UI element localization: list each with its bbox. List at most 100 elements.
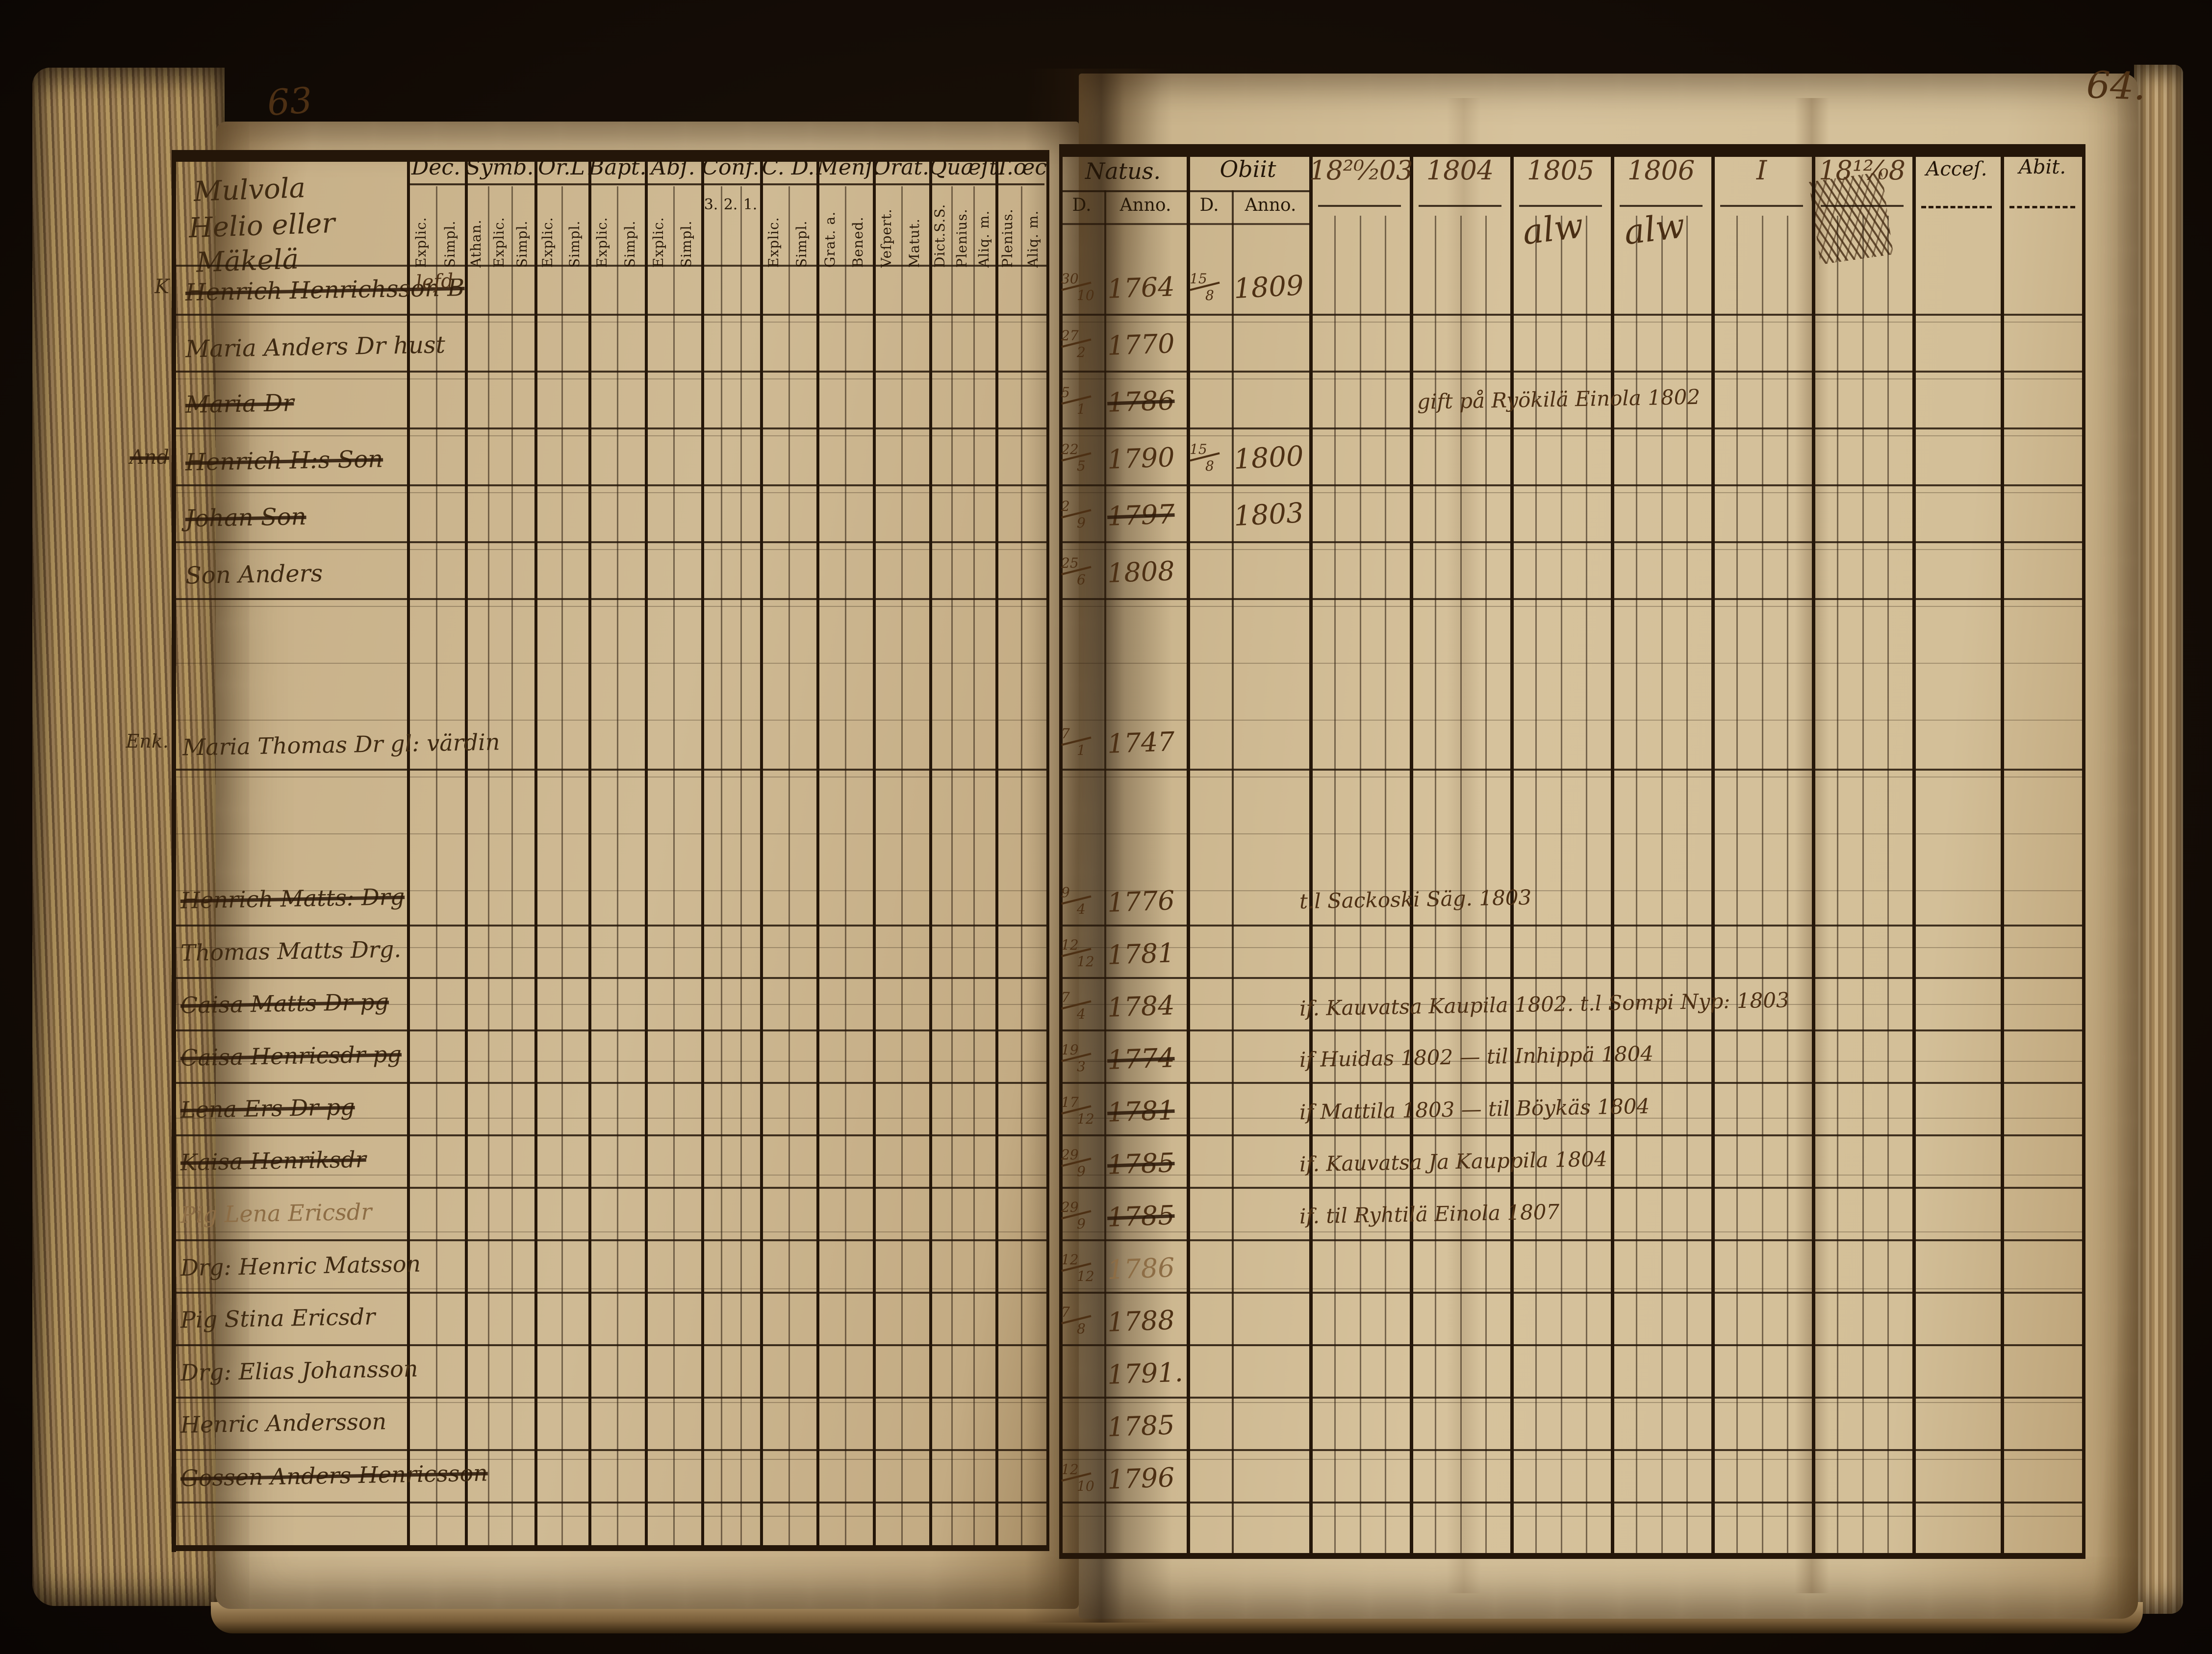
date-fraction-part: 8 — [1205, 287, 1214, 303]
subcolumn-line — [901, 186, 903, 1547]
hand-row-line — [1059, 925, 2082, 927]
hand-row-line — [173, 1292, 1046, 1294]
faint-row-line — [1059, 1516, 2082, 1517]
date-fraction-part: 9 — [1061, 884, 1070, 901]
date-fraction: 29 9 — [1060, 1199, 1104, 1235]
right-page-stack-edge — [2134, 65, 2183, 1614]
name-entry: Thomas Matts Drg. — [180, 936, 402, 966]
subcolumn-line — [973, 186, 975, 1547]
estate-title-line1: Mulvola — [193, 172, 306, 208]
date-fraction-part: 15 — [1190, 441, 1207, 457]
hand-row-line — [1059, 427, 2082, 429]
grid-vertical — [1104, 190, 1106, 1559]
left-table-left-border — [172, 150, 176, 1552]
date-fraction: 15 8 — [1189, 271, 1233, 307]
ink-scribble-text: alw — [1622, 205, 1687, 253]
natus-anno-label: Anno. — [1119, 195, 1171, 215]
date-fraction-part: 8 — [1205, 458, 1214, 474]
faint-row-line — [1059, 1004, 2082, 1005]
estate-title-line2: Helio eller — [188, 207, 336, 245]
column-header: Quæſt. — [929, 155, 1005, 180]
subcolumn-label: Athan. — [468, 219, 484, 268]
faint-row-line — [1059, 1118, 2082, 1119]
natus-year: 1785 — [1106, 1147, 1175, 1180]
natus-year: 1788 — [1106, 1304, 1175, 1338]
faint-row-line — [175, 947, 1046, 948]
faint-row-line — [175, 322, 1046, 323]
right-page — [1079, 74, 2138, 1619]
obiit-anno-label: Anno. — [1245, 195, 1297, 215]
column-header: Conf. — [702, 155, 760, 180]
subcolumn-line — [721, 186, 722, 1547]
subcolumn-line — [1334, 216, 1336, 1554]
hand-row-line — [1059, 1502, 2082, 1504]
acces-dash-rule — [1921, 206, 1992, 208]
date-fraction-part: 1 — [1077, 742, 1086, 758]
date-fraction-part: 29 — [1061, 1147, 1079, 1163]
natus-year: 1797 — [1106, 499, 1175, 532]
hand-row-line — [173, 1134, 1046, 1136]
natus-year: 1784 — [1106, 990, 1175, 1023]
year-column-header: 18¹²⁄₀8 — [1818, 155, 1906, 186]
book-spine-shadow — [1025, 69, 1172, 1623]
grid-vertical — [1510, 144, 1514, 1559]
name-entry: Pig Lena Ericsdr — [180, 1198, 372, 1228]
name-entry: Maria Thomas Dr gl: värdin — [182, 728, 500, 761]
date-fraction: 15 8 — [1189, 441, 1233, 477]
faint-row-line — [175, 492, 1046, 493]
subcolumn-label: 3. — [704, 196, 718, 213]
subcolumn-line — [1837, 216, 1838, 1554]
name-entry: Kaisa Henriksdr — [180, 1146, 367, 1176]
subcolumn-line — [673, 186, 675, 1547]
hand-row-line — [173, 1502, 1046, 1504]
faint-row-line — [1059, 890, 2082, 891]
name-entry: Gossen Anders Henricsson — [180, 1459, 488, 1492]
hand-row-line — [173, 925, 1046, 927]
column-border — [995, 150, 998, 1551]
migration-note: if. til Ryhtilä Einola 1807 — [1299, 1200, 1560, 1228]
faint-row-line — [1059, 1231, 2082, 1232]
subcolumn-label: Explic. — [650, 217, 666, 268]
hand-row-line — [173, 598, 1046, 600]
year-column-header: 1804 — [1426, 155, 1494, 186]
date-fraction: 17 12 — [1060, 1094, 1104, 1130]
margin-extra-note: lefd — [415, 270, 455, 294]
column-border — [407, 150, 410, 1551]
ink-scribble-text: alw — [1520, 205, 1586, 253]
hand-row-line — [1059, 1344, 2082, 1346]
subcolumn-label: Explic. — [594, 217, 610, 268]
date-fraction-part: 2 — [1077, 344, 1086, 360]
subcolumn-line — [845, 186, 846, 1547]
left-subheader-rule — [172, 265, 1046, 267]
date-fraction-part: 10 — [1077, 1478, 1094, 1494]
grid-vertical — [1912, 144, 1916, 1559]
date-fraction-part: 9 — [1077, 515, 1086, 531]
natus-year: 1781 — [1106, 937, 1175, 971]
column-border — [701, 150, 704, 1551]
faint-row-line — [1059, 492, 2082, 493]
subcolumn-line — [1736, 216, 1738, 1554]
faint-row-line — [1059, 1459, 2082, 1460]
date-fraction: 27 2 — [1060, 327, 1104, 364]
faint-row-line — [175, 549, 1046, 550]
date-fraction-part: 12 — [1061, 1252, 1079, 1268]
date-fraction-part: 30 — [1061, 271, 1079, 287]
column-border — [760, 150, 763, 1551]
column-header: Or.L — [538, 155, 585, 180]
natus-year: 1796 — [1106, 1462, 1175, 1495]
hand-row-line — [173, 484, 1046, 486]
name-entry: Drg: Henric Matsson — [180, 1250, 421, 1281]
subcolumn-line — [1661, 216, 1663, 1554]
date-fraction-part: 10 — [1077, 287, 1094, 303]
subcolumn-label: Grat. a. — [822, 211, 838, 268]
subcolumn-line — [1762, 216, 1763, 1554]
subcolumn-label: Explic. — [413, 217, 429, 268]
subcolumn-line — [1561, 216, 1562, 1554]
subcolumn-line — [1887, 216, 1889, 1554]
hand-row-line — [1059, 371, 2082, 373]
column-border — [588, 150, 591, 1551]
